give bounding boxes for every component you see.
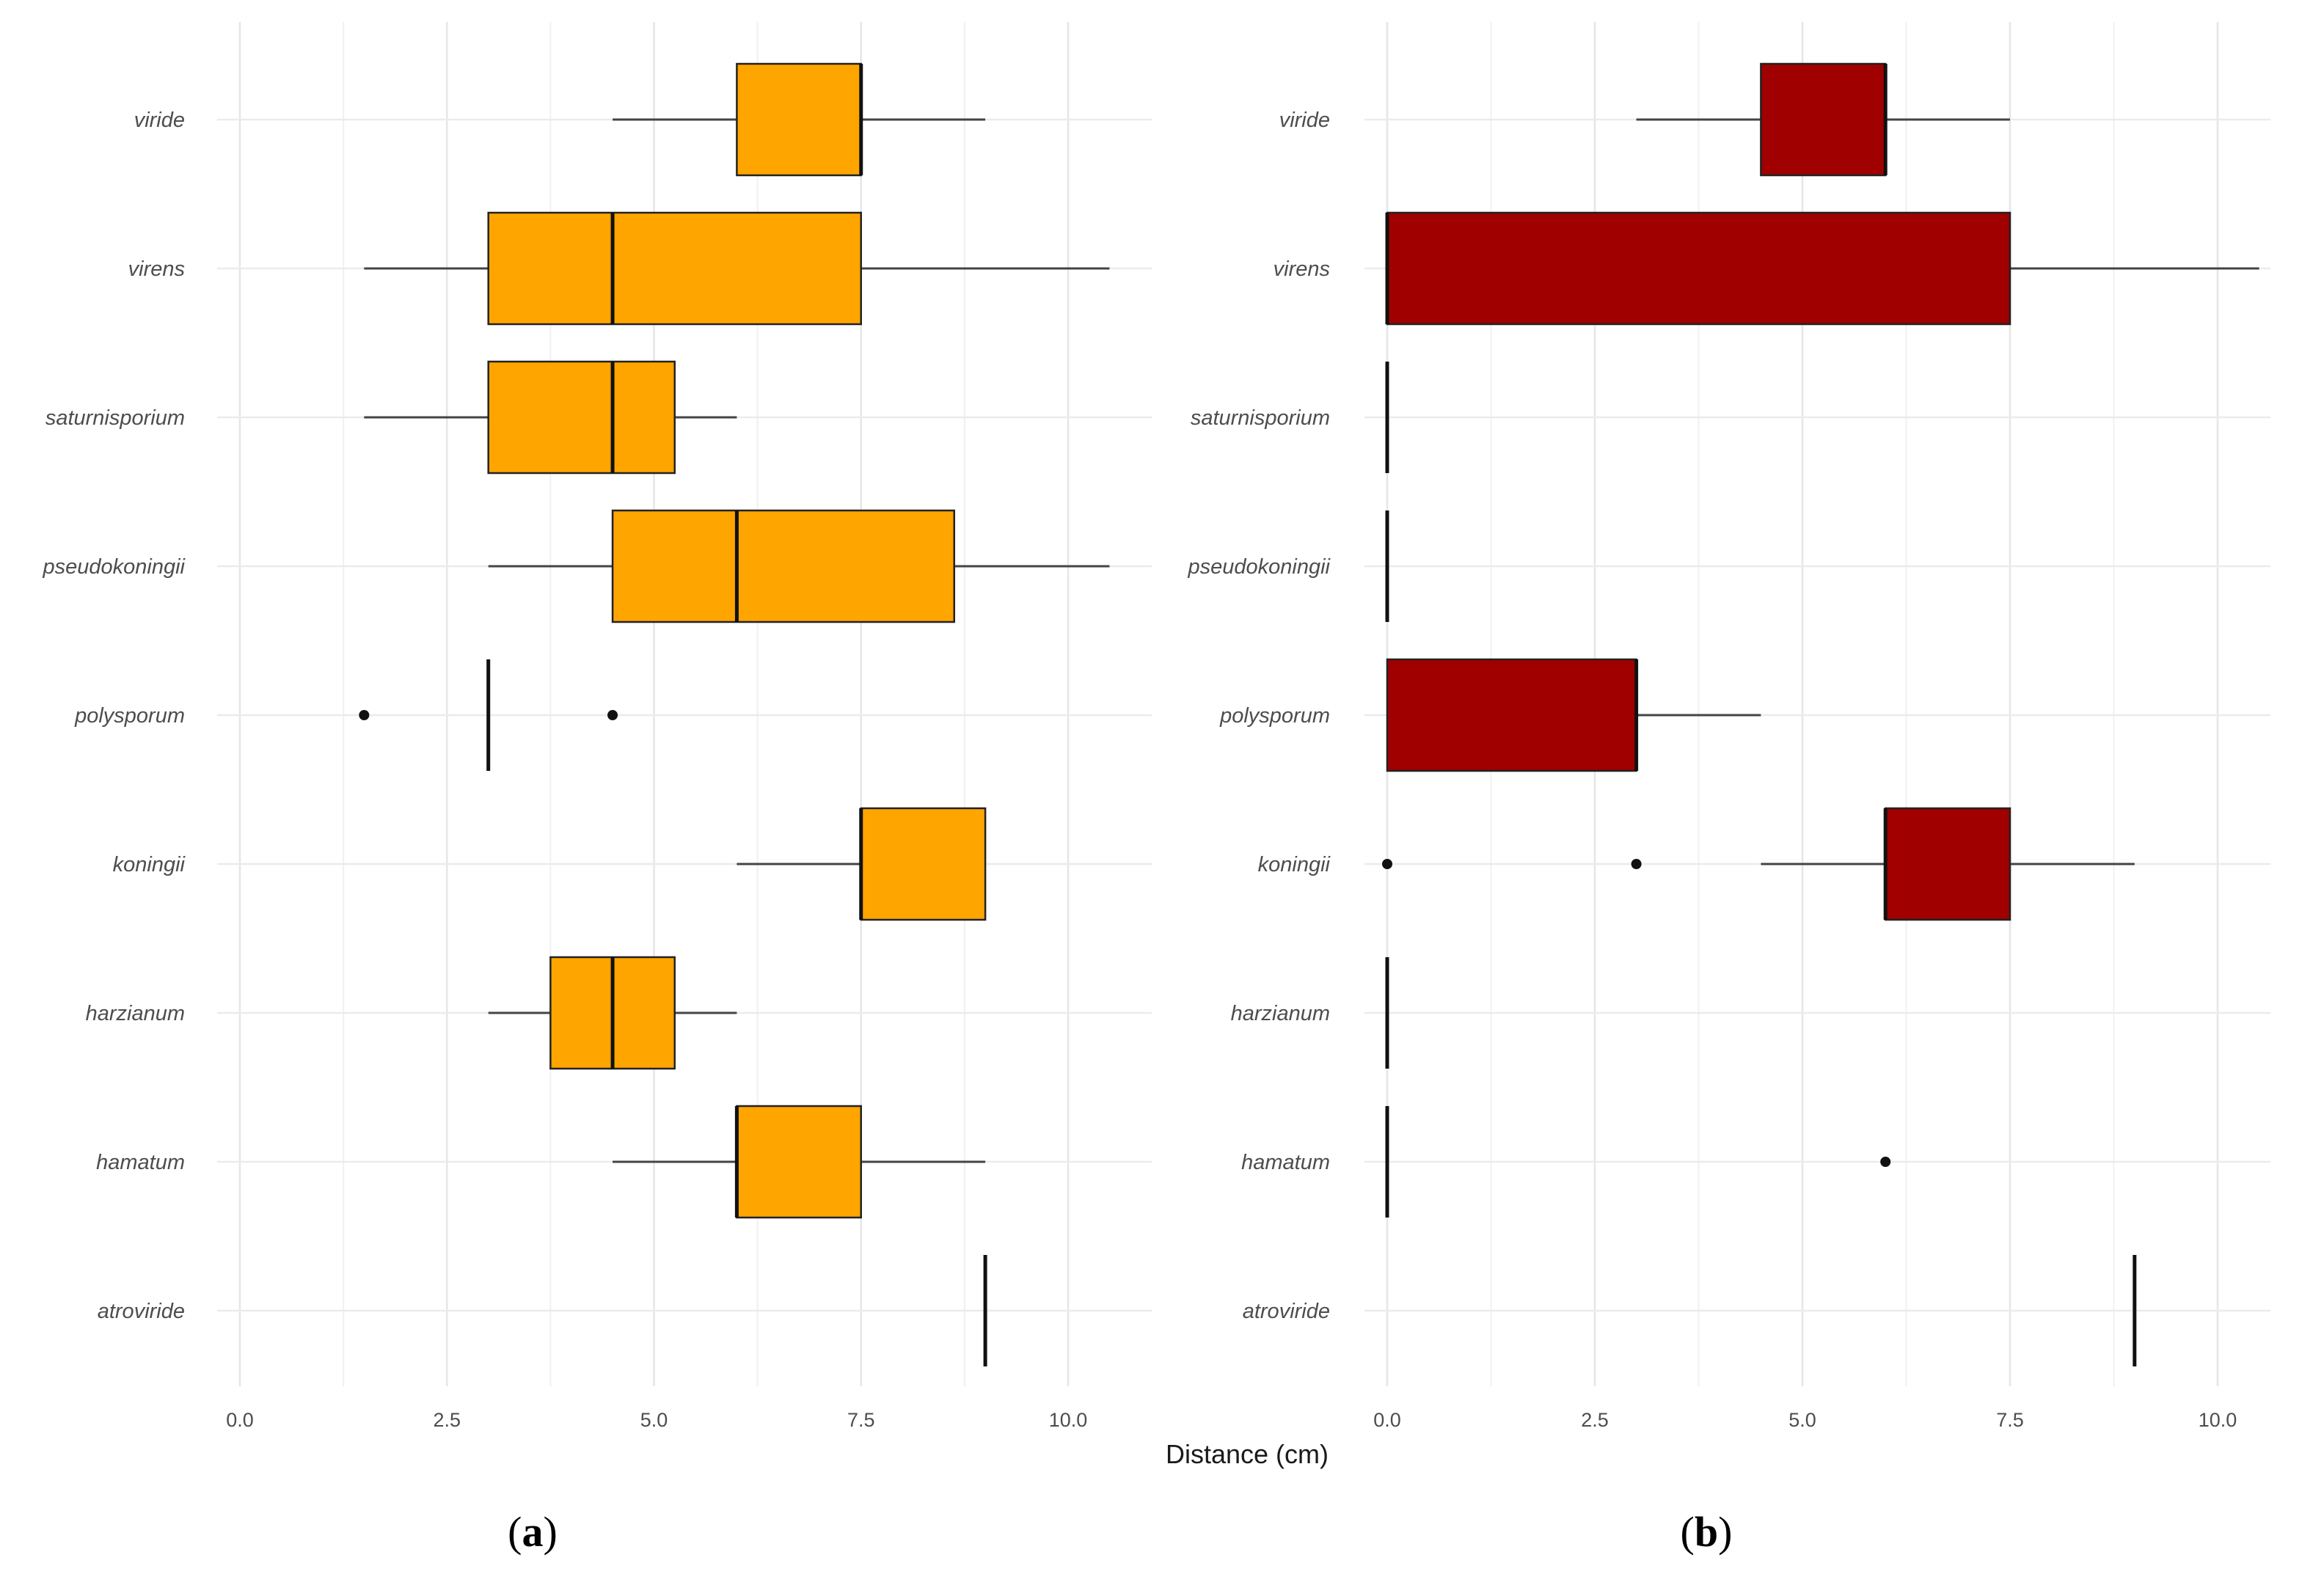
iqr-box: [1760, 62, 1887, 177]
category-label: virens: [128, 257, 185, 281]
category-label: atroviride: [1243, 1300, 1330, 1323]
x-tick-label: 5.0: [1788, 1409, 1816, 1431]
box-harzianum: [488, 956, 737, 1070]
category-label: hamatum: [96, 1151, 185, 1174]
box-hamatum: [613, 1105, 986, 1219]
x-tick-label: 2.5: [1581, 1409, 1609, 1431]
category-label: pseudokoningii: [43, 555, 186, 579]
iqr-box: [611, 509, 956, 623]
outlier-point: [607, 710, 618, 720]
category-label: pseudokoningii: [1188, 555, 1331, 579]
category-label: polysporum: [1219, 704, 1330, 728]
x-tick-label: 0.0: [1373, 1409, 1401, 1431]
box-saturnisporium: [364, 360, 737, 475]
category-label: virens: [1274, 257, 1330, 281]
category-label: saturnisporium: [1191, 406, 1330, 430]
panel-a-label-open: (: [508, 1508, 522, 1556]
category-label: harzianum: [1231, 1002, 1330, 1025]
iqr-box: [1386, 211, 2011, 326]
x-tick-label: 10.0: [2199, 1409, 2237, 1431]
box-polysporum: [359, 659, 618, 771]
outlier-point: [1382, 859, 1392, 869]
category-label: saturnisporium: [45, 406, 185, 430]
category-label: polysporum: [74, 704, 185, 728]
x-tick-label: 2.5: [433, 1409, 461, 1431]
iqr-box: [487, 211, 862, 326]
box-koningii: [1382, 807, 2135, 921]
outlier-point: [1631, 859, 1642, 869]
box-virens: [1385, 211, 2259, 326]
panel-b-label-open: (: [1681, 1508, 1695, 1556]
category-label: hamatum: [1241, 1151, 1330, 1174]
iqr-box: [860, 807, 987, 921]
iqr-box: [736, 1105, 863, 1219]
panel-b-label-close: ): [1718, 1508, 1732, 1556]
box-hamatum: [1385, 1106, 1891, 1218]
box-viride: [613, 62, 986, 177]
category-label: koningii: [113, 853, 186, 876]
category-label: atroviride: [98, 1300, 185, 1323]
x-tick-label: 7.5: [1996, 1409, 2024, 1431]
category-label: koningii: [1258, 853, 1331, 876]
panel-a-label: (a): [508, 1508, 558, 1556]
x-tick-label: 10.0: [1049, 1409, 1088, 1431]
panel-a-label-letter: a: [522, 1508, 544, 1556]
box-koningii: [737, 807, 987, 921]
iqr-box: [487, 360, 676, 475]
category-label: viride: [134, 109, 185, 132]
category-label: harzianum: [86, 1002, 185, 1025]
box-pseudokoningii: [488, 509, 1110, 623]
x-tick-label: 5.0: [640, 1409, 668, 1431]
panel-b-label-letter: b: [1695, 1508, 1718, 1556]
outlier-point: [1880, 1157, 1891, 1167]
panel-a-label-close: ): [544, 1508, 558, 1556]
iqr-box: [1386, 658, 1637, 772]
iqr-box: [736, 62, 863, 177]
x-tick-label: 0.0: [226, 1409, 254, 1431]
box-viride: [1636, 62, 2010, 177]
panel-b-boxplot: 0.0 2.5 5.0 7.5 10.0 viride virens saturnispori…: [1188, 22, 2270, 1431]
box-polysporum: [1386, 658, 1761, 772]
panel-a-boxplot: 0.0 2.5 5.0 7.5 10.0 viride virens saturnispori…: [43, 22, 1152, 1431]
iqr-box: [1884, 807, 2011, 921]
panel-b-label: (b): [1681, 1508, 1733, 1556]
x-axis-title: Distance (cm): [1166, 1439, 1329, 1469]
outlier-point: [359, 710, 370, 720]
category-label: viride: [1279, 109, 1330, 132]
x-tick-label: 7.5: [847, 1409, 875, 1431]
box-virens: [364, 211, 1110, 326]
